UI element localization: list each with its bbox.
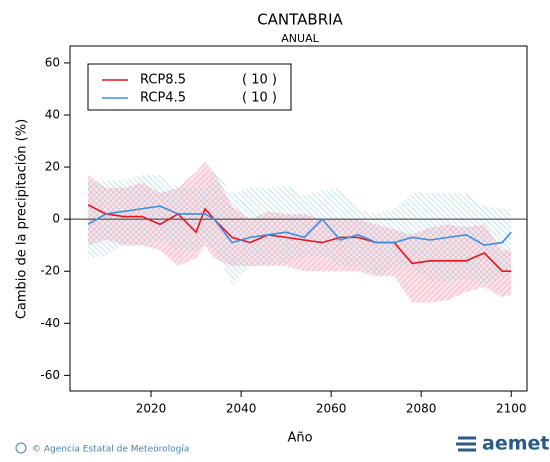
y-tick-label: 20 xyxy=(45,160,60,174)
legend-label: RCP8.5 xyxy=(140,73,186,88)
logo-text: aemet xyxy=(482,433,549,455)
line xyxy=(87,205,512,247)
y-tick-label: 60 xyxy=(45,55,60,69)
y-tick-label: -20 xyxy=(40,264,60,278)
y-axis-label: Cambio de la precipitación (%) xyxy=(15,119,30,319)
x-tick-label: 2040 xyxy=(226,402,257,416)
legend-count: ( 10 ) xyxy=(242,73,277,88)
credit-text: © Agencia Estatal de Meteorología xyxy=(32,445,189,455)
legend: RCP8.5 ( 10 ) RCP4.5 ( 10 ) xyxy=(87,63,292,111)
chart-subtitle: ANUAL xyxy=(281,32,319,45)
logo: aemet xyxy=(456,433,549,455)
legend-label: RCP4.5 xyxy=(140,91,186,106)
credit-icon xyxy=(15,442,27,454)
legend-box xyxy=(87,63,292,111)
x-tick-label: 2020 xyxy=(136,402,167,416)
y-tick-label: -60 xyxy=(40,368,60,382)
legend-count: ( 10 ) xyxy=(242,91,277,106)
x-tick-label: 2080 xyxy=(406,402,437,416)
x-tick-label: 2060 xyxy=(316,402,347,416)
x-tick-label: 2100 xyxy=(496,402,527,416)
x-axis-label: Año xyxy=(287,431,312,446)
chart-title: CANTABRIA xyxy=(257,11,343,29)
y-tick-label: -40 xyxy=(40,316,60,330)
y-tick-label: 40 xyxy=(45,108,60,122)
line xyxy=(87,204,512,273)
logo-icon xyxy=(456,436,476,452)
plot-frame xyxy=(69,45,528,392)
credit: © Agencia Estatal de Meteorología xyxy=(15,442,189,455)
y-tick-label: 0 xyxy=(52,212,60,226)
